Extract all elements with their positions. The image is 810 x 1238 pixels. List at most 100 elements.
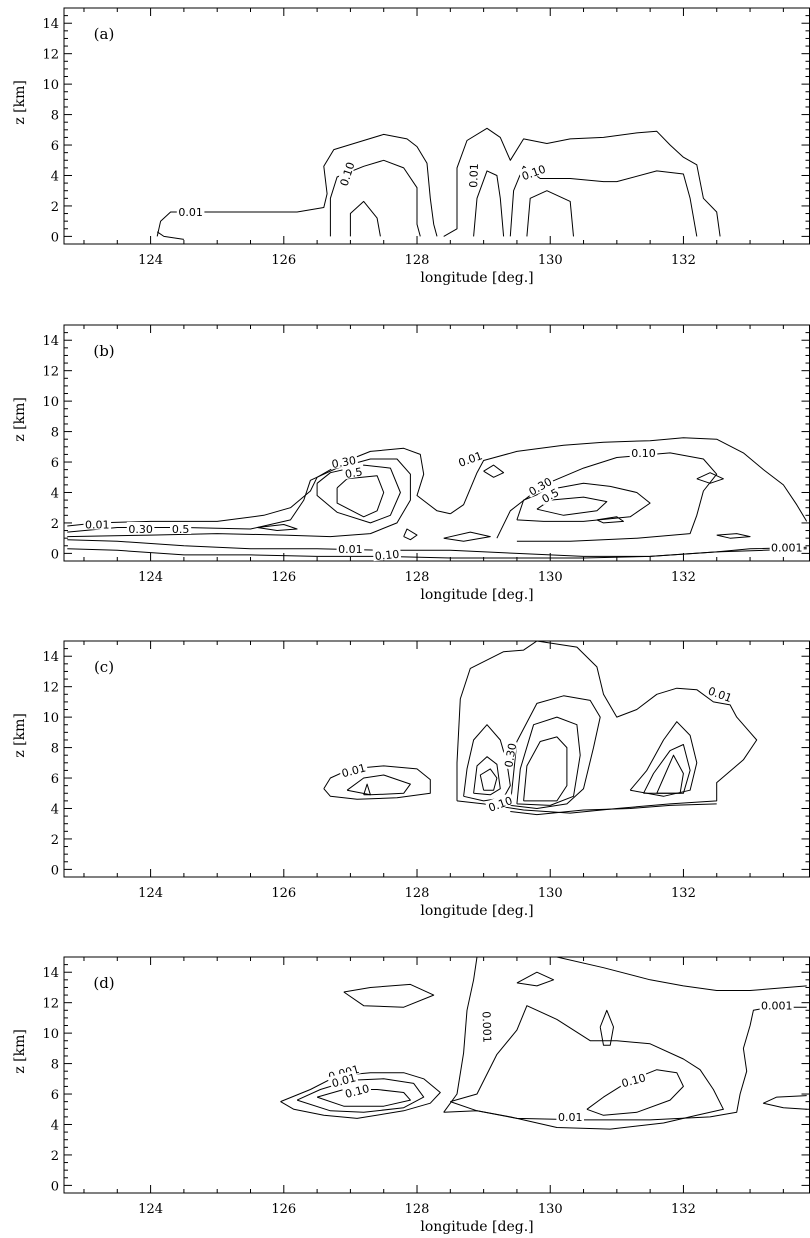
y-tick-label: 12 [42,997,59,1012]
contour-line [643,744,691,794]
y-tick-label: 12 [42,365,59,380]
contour-line [443,957,478,1113]
contour-label-bg [484,792,515,814]
x-tick-label: 130 [538,886,563,901]
panel-label: (a) [94,25,115,43]
x-tick-label: 130 [538,253,563,268]
panel-label: (d) [93,974,114,992]
contour-label-bg [618,1069,649,1089]
x-axis-label: longitude [deg.] [420,270,533,286]
contour-line [696,472,724,484]
x-tick-label: 132 [671,886,696,901]
contour-label-bg [338,760,369,779]
contour-label-bg [705,683,736,704]
contour-label-text: 0.10 [338,160,358,187]
contour-line [329,159,421,237]
contour-label: 0.10 [618,1069,649,1090]
contour-label: 0.01 [556,1109,584,1124]
contour-label-bg [328,1069,359,1089]
contour-label: 0.01 [83,517,112,532]
contour-label-text: 0.10 [520,163,547,184]
y-tick-label: 8 [51,426,59,441]
x-tick-label: 132 [671,1202,696,1217]
y-tick-label: 10 [42,711,59,726]
contour-line [473,170,505,237]
x-axis-label: longitude [deg.] [420,1219,533,1235]
contour-label-bg [341,1080,372,1100]
y-tick-label: 10 [42,1027,59,1042]
contour-line [67,447,451,527]
contour-line [67,548,807,559]
contour-label-bg [372,546,402,562]
contour-label-bg [336,541,365,554]
y-axis-label: z [km] [12,713,28,758]
contour-line [516,971,555,987]
contour-line [596,516,624,524]
plot-frame [63,640,810,878]
y-tick-label: 0 [51,230,59,245]
x-tick-label: 124 [138,1202,163,1217]
contour-label: 0.001 [759,998,794,1013]
contour-label: 0.01 [338,760,369,780]
contour-line [443,1006,807,1121]
y-tick-label: 12 [42,48,59,63]
y-tick-label: 14 [42,966,59,981]
contour-label-bg [342,463,366,480]
y-tick-label: 2 [51,517,59,532]
contour-label: 0.10 [372,546,402,563]
contour-line [716,533,751,539]
contour-label: 0.5 [342,463,366,481]
x-tick-label: 126 [271,886,296,901]
contour-label: 0.10 [336,158,358,189]
y-tick-label: 14 [42,17,59,32]
plot-frame [63,956,810,1194]
contour-line [516,716,581,806]
contour-label: 0.10 [518,161,549,184]
contour-line [363,783,371,796]
contour-label: 0.10 [629,445,658,460]
contour-line [586,1069,684,1116]
y-tick-label: 6 [51,139,59,154]
y-tick-label: 8 [51,109,59,124]
contour-group [156,127,721,240]
contour-label: 0.01 [176,205,205,219]
contour-label-text: 0.001 [771,541,803,554]
plot-frame [63,7,810,245]
x-tick-label: 126 [271,1202,296,1217]
contour-line [523,736,568,802]
contour-label-bg [328,452,359,470]
y-tick-label: 14 [42,334,59,349]
y-tick-label: 4 [51,1118,59,1133]
contour-label-bg [629,445,658,458]
contour-line [473,756,501,796]
y-tick-label: 6 [51,772,59,787]
panel-c: 124 126 128 130 132 0 2 4 6 8 10 12 14 longitude [deg… [12,640,810,919]
contour-label-text: 0.10 [620,1071,647,1090]
y-axis-label: z [km] [12,80,28,125]
contour-label-bg [170,522,192,534]
contour-line [599,1009,614,1046]
panel-a: 124 126 128 130 132 0 2 4 6 8 10 12 14 longitude [deg… [12,7,810,286]
x-tick-label: 128 [405,253,430,268]
contour-label: 0.001 [769,540,804,554]
contour-line [656,754,684,794]
contour-label-text: 0.001 [761,1000,793,1013]
x-tick-label: 128 [405,1202,430,1217]
contour-line [483,464,505,478]
contour-label: 0.01 [336,541,365,556]
contour-label-text: 0.30 [128,523,153,536]
contour-label-bg [454,447,485,469]
contour-line [349,200,381,237]
contour-label: 0.5 [170,522,192,536]
y-tick-label: 12 [42,681,59,696]
contour-line [762,1095,807,1110]
contour-group [67,437,808,559]
y-tick-label: 8 [51,742,59,757]
contour-label-text: 0.01 [85,519,110,532]
panel-d: 124 126 128 130 132 0 2 4 6 8 10 12 14 longitude [deg… [12,956,810,1235]
contour-line [257,524,298,531]
y-tick-label: 2 [51,833,59,848]
contour-label-text: 0.01 [178,206,203,219]
x-tick-label: 128 [405,570,430,585]
